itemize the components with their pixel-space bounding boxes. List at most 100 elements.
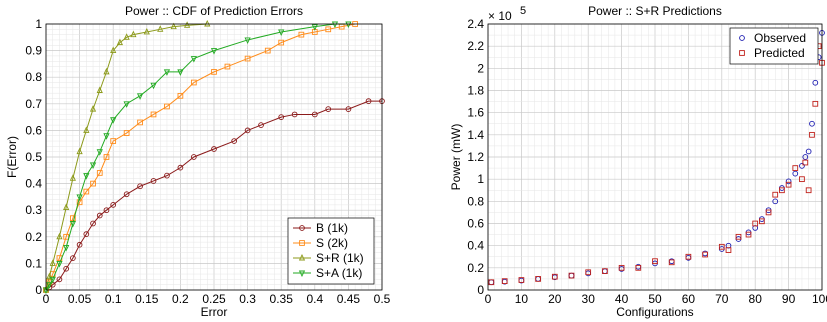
cdf-y-tick-label: 0.5 [25,150,42,164]
cdf-y-tick-label: 0.7 [25,97,42,111]
cdf-data-point [76,147,83,155]
predictions-data-point [799,176,805,183]
cdf-data-point [258,122,264,128]
predictions-chart: 0 10 20 30 40 50 60 70 80 90 100 0 0.2 0.4 0.6 0.8 1 1.2… [449,4,827,319]
cdf-legend-marker [299,225,305,231]
cdf-data-point [224,63,231,70]
cdf-data-point [325,106,332,112]
cdf-data-point [150,178,157,184]
predictions-legend-marker [739,35,745,41]
predictions-data-point [792,170,799,177]
cdf-data-point [211,69,217,75]
predictions-series-1 [488,43,825,286]
cdf-y-tick-label: 0.4 [25,177,42,191]
cdf-series-line [45,23,208,291]
cdf-data-point [69,221,76,228]
cdf-legend-label: S (2k) [316,236,348,250]
cdf-data-point [103,67,110,75]
predictions-data-point [602,268,608,275]
cdf-data-point [150,111,157,118]
cdf-data-point [345,106,352,112]
cdf-data-point [184,21,191,28]
cdf-y-tick-label: 0.1 [25,256,42,270]
cdf-data-point [83,188,90,195]
cdf-data-point [89,105,97,112]
cdf-y-axis-label: F(Error) [5,136,19,178]
cdf-data-point [96,149,103,156]
predictions-data-point [518,277,525,283]
cdf-data-point [278,114,285,120]
cdf-data-point [49,259,56,266]
predictions-chart-title: Power :: S+R Predictions [588,4,722,18]
cdf-data-point [110,46,117,54]
cdf-data-point [123,191,130,198]
cdf-y-tick-label: 0.9 [25,44,42,58]
cdf-legend-label: B (1k) [316,221,348,235]
cdf-data-point [46,282,53,289]
cdf-data-point [70,215,76,222]
predictions-y-tick-label: 2.4 [467,17,484,31]
cdf-data-point [244,37,251,44]
predictions-data-point [752,220,759,227]
cdf-data-point [311,111,318,118]
cdf-y-tick-label: 0.2 [25,230,42,244]
cdf-x-tick-label: 0 [43,292,50,306]
cdf-legend: B (1k)S (2k)S+R (1k)S+A (1k) [287,217,375,285]
cdf-data-point [177,164,184,171]
cdf-data-point [63,203,70,210]
cdf-data-point [56,276,63,283]
cdf-series-2 [42,19,211,293]
predictions-data-point [759,218,765,225]
cdf-y-ticks: 0 0.1 0.2 0.3 0.4 0.5 0.6 0.7 0.8 0.9 1 [25,17,42,297]
predictions-y-tick-label: 1.8 [467,84,484,98]
predictions-y-tick-label: 1.2 [467,150,484,164]
cdf-data-point [56,260,63,268]
cdf-legend-marker [299,240,305,246]
cdf-data-point [190,154,197,160]
cdf-data-point [96,86,103,93]
predictions-y-tick-label: 1 [477,172,484,186]
predictions-x-tick-label: 80 [749,292,763,306]
cdf-x-tick-label: 0.15 [135,292,159,306]
predictions-data-point [668,259,675,266]
cdf-data-point [177,92,184,99]
cdf-data-point [204,19,211,27]
predictions-y-multiplier: × 10 [488,9,512,23]
predictions-data-point [809,131,815,138]
cdf-y-tick-label: 0 [35,283,42,297]
cdf-data-point [170,22,177,30]
predictions-data-point [765,209,772,216]
cdf-data-point [56,232,63,240]
cdf-legend-label: S+R (1k) [316,251,364,265]
cdf-data-point [46,272,53,280]
predictions-y-ticks: 0 0.2 0.4 0.6 0.8 1 1.2 1.4 1.6 1.8 2 2.2 2.4 [467,17,484,297]
predictions-y-tick-label: 0.8 [467,194,484,208]
cdf-legend-marker [298,270,306,278]
predictions-data-point [779,187,785,194]
predictions-legend-label: Observed [754,31,806,45]
predictions-data-point [635,264,642,271]
cdf-data-point [70,255,76,261]
cdf-data-point [83,231,90,237]
cdf-data-point [311,24,318,31]
predictions-data-point [785,178,792,185]
cdf-data-point [325,26,332,33]
cdf-y-tick-label: 0.6 [25,123,42,137]
predictions-data-point [772,191,779,198]
predictions-data-point [535,276,541,282]
cdf-data-point [63,265,70,272]
cdf-data-point [83,173,90,180]
predictions-data-point [652,258,658,265]
cdf-data-point [63,233,70,240]
predictions-x-tick-label: 40 [615,292,629,306]
predictions-data-point [702,251,708,258]
predictions-x-tick-label: 20 [548,292,562,306]
cdf-data-point [90,220,96,227]
cdf-legend-label: S+A (1k) [316,266,362,280]
cdf-data-point [103,154,110,160]
predictions-x-tick-label: 10 [515,292,529,306]
cdf-y-tick-label: 0.3 [25,203,42,217]
cdf-data-point [130,30,137,38]
cdf-chart: 0 0.05 0.1 0.15 0.2 0.25 0.3 0.35 0.4 0.45 0.5 0 0.… [5,4,391,319]
